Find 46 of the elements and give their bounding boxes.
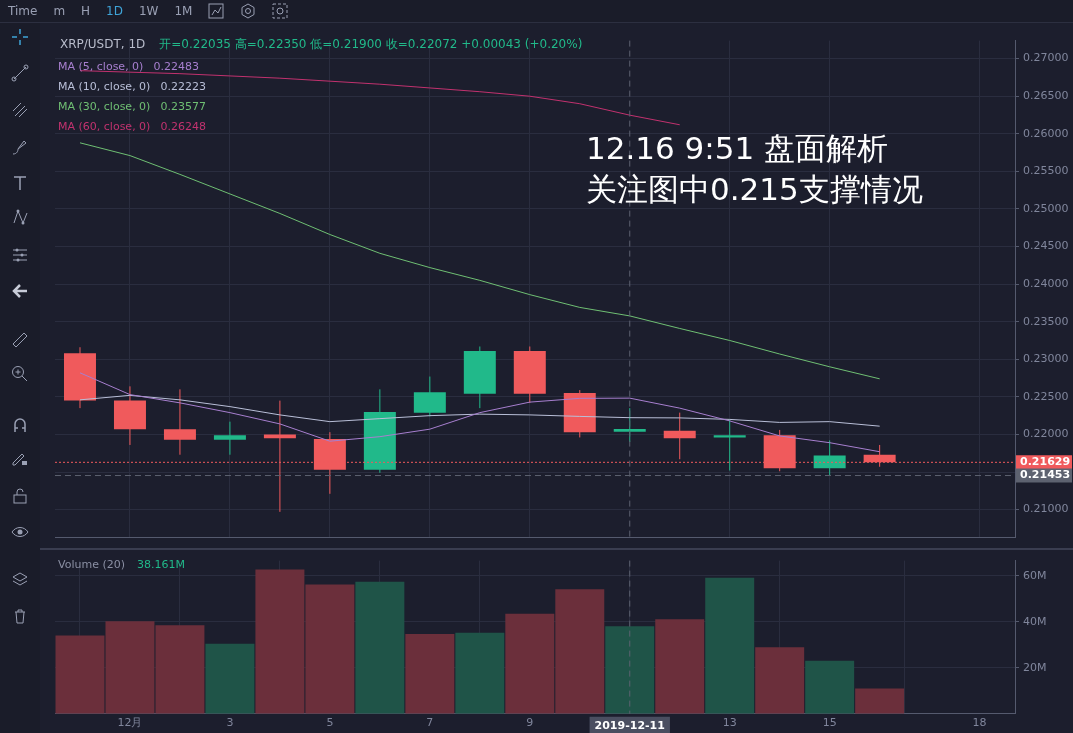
y-tick-label: 0.26500 (1023, 89, 1069, 103)
x-tick-label: 15 (822, 716, 837, 730)
y-tick-label: 0.24500 (1023, 239, 1069, 253)
x-tick-label: 3 (226, 716, 234, 730)
x-tick-label: 5 (326, 716, 334, 730)
text: 1W (138, 4, 159, 18)
y-tick-label: 40M (1023, 614, 1047, 628)
y-tick-label: 0.22500 (1023, 389, 1069, 403)
y-tick-label: 0.25500 (1023, 164, 1069, 178)
y-tick-label: 0.22000 (1023, 427, 1069, 441)
y-tick-label: 0.21000 (1023, 502, 1069, 516)
y-tick-label: 0.23500 (1023, 314, 1069, 328)
x-tick-label: 9 (526, 716, 534, 730)
annotation: 0.22223 (160, 79, 206, 93)
x-tick-label: 13 (722, 716, 737, 730)
annotation: 开=0.22035 高=0.22350 低=0.21900 收=0.22072 +0.00043 (+0.20%) (159, 37, 583, 51)
chart-title: XRP/USDT, 1D (60, 37, 146, 51)
y-tick-label: 0.27000 (1023, 51, 1069, 65)
text: MA (5, close, 0) (58, 59, 144, 73)
annotation: 38.161M (137, 558, 185, 571)
x-tick-label: 12月 (117, 716, 143, 730)
text: MA (10, close, 0) (58, 79, 151, 93)
ref-line-label: 2019-12-11 (594, 718, 665, 732)
x-tick-label: 7 (426, 716, 434, 730)
annotation: 0.23577 (160, 99, 206, 113)
text: MA (30, close, 0) (58, 99, 151, 113)
ref-line-label: 0.21629 (1020, 455, 1071, 469)
annotation: 关注图中0.215支撑情况 (586, 170, 923, 209)
x-tick-label: 18 (972, 716, 987, 730)
ref-line-label: 0.21453 (1020, 468, 1071, 482)
text: m (53, 4, 66, 18)
text: MA (60, close, 0) (58, 119, 151, 133)
text: H (81, 4, 91, 18)
chart-title: Volume (20) (58, 558, 125, 571)
y-tick-label: 60M (1023, 568, 1047, 582)
y-tick-label: 0.25000 (1023, 201, 1069, 215)
y-tick-label: 0.23000 (1023, 352, 1069, 366)
text: Time (8, 4, 38, 18)
text: 1D (106, 4, 123, 18)
text: 1M (174, 4, 193, 18)
annotation: 0.22483 (153, 59, 199, 73)
y-tick-label: 0.24000 (1023, 276, 1069, 290)
annotation: 12.16 9:51 盘面解析 (586, 129, 890, 168)
y-tick-label: 20M (1023, 660, 1047, 674)
annotation: 0.26248 (160, 119, 206, 133)
y-tick-label: 0.26000 (1023, 126, 1069, 140)
